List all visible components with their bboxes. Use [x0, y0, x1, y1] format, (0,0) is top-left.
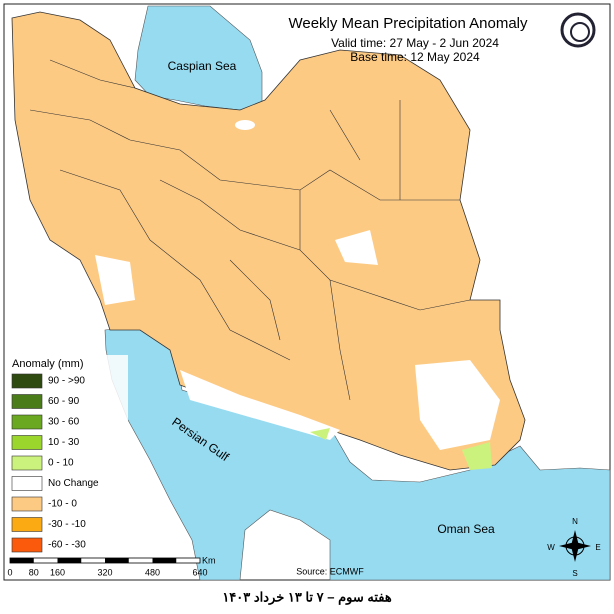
legend-label: -30 - -10	[48, 519, 86, 530]
legend-swatch	[11, 476, 43, 491]
sea-label: Caspian Sea	[168, 59, 237, 73]
base-time: Base time: 12 May 2024	[350, 50, 480, 64]
compass-w: W	[547, 543, 555, 552]
scale-tick-label: 160	[50, 567, 65, 577]
compass-e: E	[595, 543, 600, 552]
legend-swatch	[11, 496, 43, 512]
scale-bar-segment	[57, 558, 82, 563]
legend-swatch	[11, 373, 43, 389]
logo	[560, 12, 596, 48]
scale-tick-label: 80	[29, 567, 39, 577]
iran-land	[11, 11, 526, 471]
legend-swatch	[11, 435, 43, 450]
province-borders	[29, 59, 471, 401]
compass-s: S	[572, 569, 577, 578]
source: Source: ECMWF	[296, 566, 364, 576]
legend-label: 30 - 60	[48, 417, 80, 428]
scale-tick-label: 320	[97, 567, 112, 577]
scale-unit: Km	[202, 555, 216, 565]
compass-n: N	[572, 517, 578, 526]
legend-swatch	[11, 455, 43, 471]
legend-swatch	[11, 537, 43, 553]
scale-tick-label: 0	[7, 567, 12, 577]
scale-bar-segment	[10, 558, 34, 563]
scale-bar-segment	[105, 558, 129, 563]
legend-label: 60 - 90	[48, 396, 80, 407]
scale-bar-segment	[152, 558, 177, 563]
legend-label: 10 - 30	[48, 437, 80, 448]
scale-tick-label: 640	[192, 567, 207, 577]
legend-swatch	[11, 517, 43, 532]
legend-swatch	[11, 394, 43, 409]
scale-tick-label: 480	[145, 567, 160, 577]
legend-label: 90 - >90	[48, 376, 85, 387]
scale-bar: 0 80 160 320 480 640 Km	[7, 555, 215, 577]
valid-time: Valid time: 27 May - 2 Jun 2024	[331, 36, 499, 50]
legend-swatch	[11, 414, 43, 430]
wet-areas	[310, 428, 492, 470]
legend-label: -10 - 0	[48, 499, 77, 510]
compass: N E S W	[547, 517, 600, 578]
sea-label: Oman Sea	[437, 522, 495, 536]
legend-title: Anomaly (mm)	[12, 358, 84, 370]
legend: 90 - >90 60 - 90 30 - 60 10 - 30 0 - 10 No Ch…	[11, 373, 99, 553]
legend-label: No Change	[48, 478, 99, 489]
footer: هفته سوم – ۷ تا ۱۳ خرداد ۱۴۰۳	[222, 589, 392, 605]
no-change-areas	[95, 120, 500, 450]
legend-label: -60 - -30	[48, 540, 86, 551]
map-title: Weekly Mean Precipitation Anomaly	[288, 15, 528, 32]
legend-label: 0 - 10	[48, 458, 74, 469]
